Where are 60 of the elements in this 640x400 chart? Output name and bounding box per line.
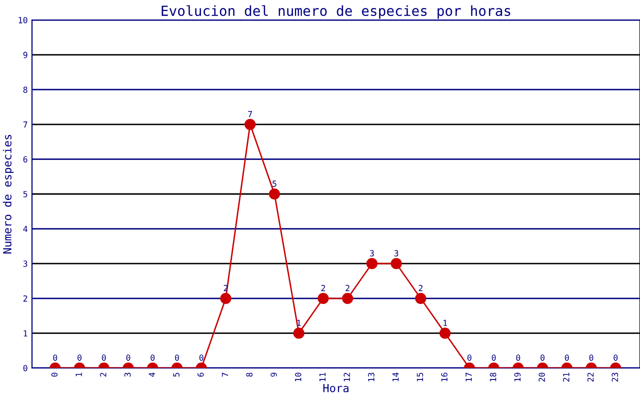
x-tick-label: 2 (100, 372, 106, 377)
x-tick-label: 8 (246, 372, 253, 377)
x-tick-label: 0 (51, 372, 58, 377)
data-label: 0 (102, 354, 106, 361)
data-label: 0 (564, 354, 569, 361)
y-tick-label: 7 (23, 122, 28, 128)
x-axis-title: Hora (323, 384, 348, 392)
y-tick-label: 9 (23, 52, 28, 58)
data-label: 0 (492, 354, 496, 361)
x-tick-label: 12 (344, 372, 350, 382)
x-tick-label: 18 (490, 372, 496, 382)
x-tick-label: 11 (319, 372, 326, 382)
y-tick-label: 4 (23, 226, 28, 232)
x-tick-label: 6 (198, 372, 204, 377)
x-tick-label: 9 (270, 372, 277, 377)
y-tick-label: 1 (24, 330, 28, 336)
data-label: 0 (516, 354, 520, 361)
data-label: 0 (589, 354, 594, 361)
data-label: 0 (78, 354, 82, 361)
y-tick-label: 10 (18, 17, 28, 24)
x-tick-label: 22 (587, 372, 594, 382)
x-tick-label: 23 (612, 372, 618, 382)
x-tick-label: 21 (563, 372, 570, 382)
data-label: 2 (321, 284, 326, 292)
x-tick-label: 16 (441, 372, 448, 382)
y-tick-label: 3 (23, 260, 28, 267)
data-label: 3 (394, 250, 398, 256)
data-label: 1 (444, 320, 447, 326)
chart-title: Evolucion del numero de especies por horas (162, 5, 510, 19)
y-tick-label: 6 (23, 156, 28, 163)
data-label: 0 (126, 354, 130, 361)
x-tick-label: 4 (148, 372, 155, 377)
x-tick-label: 14 (392, 372, 399, 382)
y-tick-label: 5 (23, 191, 28, 198)
data-label: 0 (540, 354, 544, 361)
x-tick-label: 10 (294, 372, 302, 382)
x-tick-label: 13 (368, 372, 374, 382)
data-label: 0 (614, 354, 618, 361)
x-tick-label: 20 (538, 372, 545, 382)
y-axis-title: Numero de especies (2, 134, 14, 254)
y-tick-label: 2 (23, 295, 28, 302)
x-tick-label: 3 (124, 372, 131, 377)
data-label: 2 (418, 284, 422, 292)
data-label: 2 (346, 284, 350, 292)
data-label: 0 (467, 354, 472, 361)
x-tick-label: 1 (76, 372, 82, 376)
x-tick-label: 15 (416, 372, 424, 382)
data-label: 3 (370, 250, 374, 256)
data-label: 5 (272, 180, 276, 187)
y-tick-label: 0 (23, 365, 28, 372)
x-tick-label: 17 (466, 372, 472, 382)
x-tick-label: 7 (222, 372, 228, 377)
x-tick-label: 5 (173, 372, 180, 377)
data-label: 0 (199, 354, 204, 361)
data-label: 7 (248, 111, 252, 118)
data-label: 0 (150, 354, 155, 361)
data-label: 0 (53, 354, 58, 361)
x-tick-label: 19 (514, 372, 521, 382)
data-label: 0 (175, 354, 179, 361)
y-tick-label: 8 (23, 86, 28, 93)
